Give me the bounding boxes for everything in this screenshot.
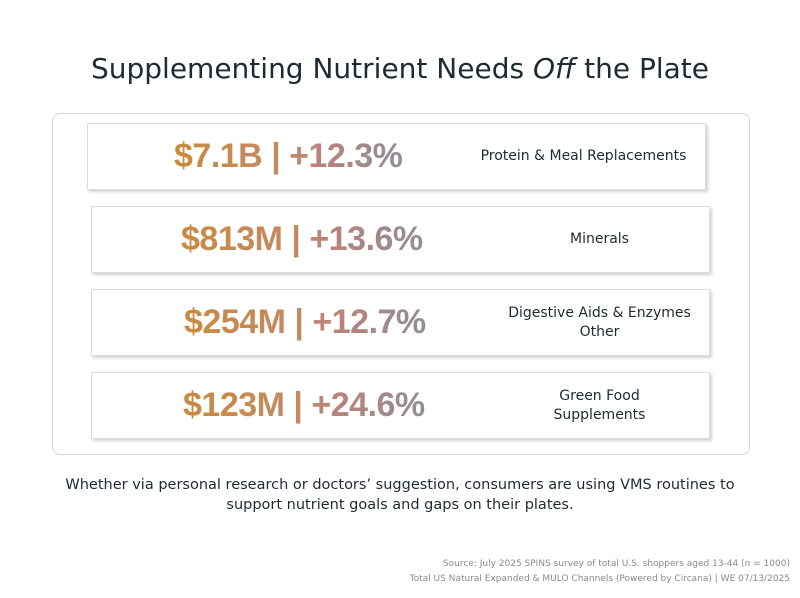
metric-card-protein: $7.1B | +12.3% Protein & Meal Replacemen… (87, 123, 706, 190)
metric-label: Minerals (570, 231, 629, 247)
source-line-2: Total US Natural Expanded & MULO Channel… (409, 574, 790, 584)
title-suffix: the Plate (575, 52, 709, 85)
page-title: Supplementing Nutrient Needs Off the Pla… (0, 52, 800, 85)
title-prefix: Supplementing Nutrient Needs (90, 52, 533, 85)
metric-amount: $254M (184, 303, 286, 341)
metric-value: $7.1B | +12.3% (174, 124, 402, 189)
metric-growth: +24.6% (311, 386, 425, 424)
metric-value: $123M | +24.6% (183, 373, 425, 438)
metric-label: Protein & Meal Replacements (480, 148, 687, 164)
title-emphasis: Off (532, 52, 576, 85)
source-line-1: Source: July 2025 SPINS survey of total … (442, 559, 790, 569)
metric-amount: $813M (181, 220, 283, 258)
metric-value: $254M | +12.7% (184, 290, 426, 355)
metric-label: Green Food Supplements (553, 387, 646, 423)
metric-card-minerals: $813M | +13.6% Minerals (91, 206, 710, 273)
metric-card-digestive: $254M | +12.7% Digestive Aids & Enzymes … (91, 289, 710, 356)
metric-growth: +12.3% (289, 137, 403, 175)
summary-caption: Whether via personal research or doctors… (65, 477, 735, 513)
metric-separator: | (291, 220, 301, 258)
metric-amount: $7.1B (174, 137, 263, 175)
metric-separator: | (271, 137, 281, 175)
metric-separator: | (293, 386, 303, 424)
metric-growth: +13.6% (309, 220, 423, 258)
metric-amount: $123M (183, 386, 285, 424)
metric-label: Digestive Aids & Enzymes Other (508, 304, 691, 340)
metric-card-green-food: $123M | +24.6% Green Food Supplements (91, 372, 710, 439)
metric-separator: | (294, 303, 304, 341)
metric-value: $813M | +13.6% (181, 207, 423, 272)
metric-growth: +12.7% (312, 303, 426, 341)
